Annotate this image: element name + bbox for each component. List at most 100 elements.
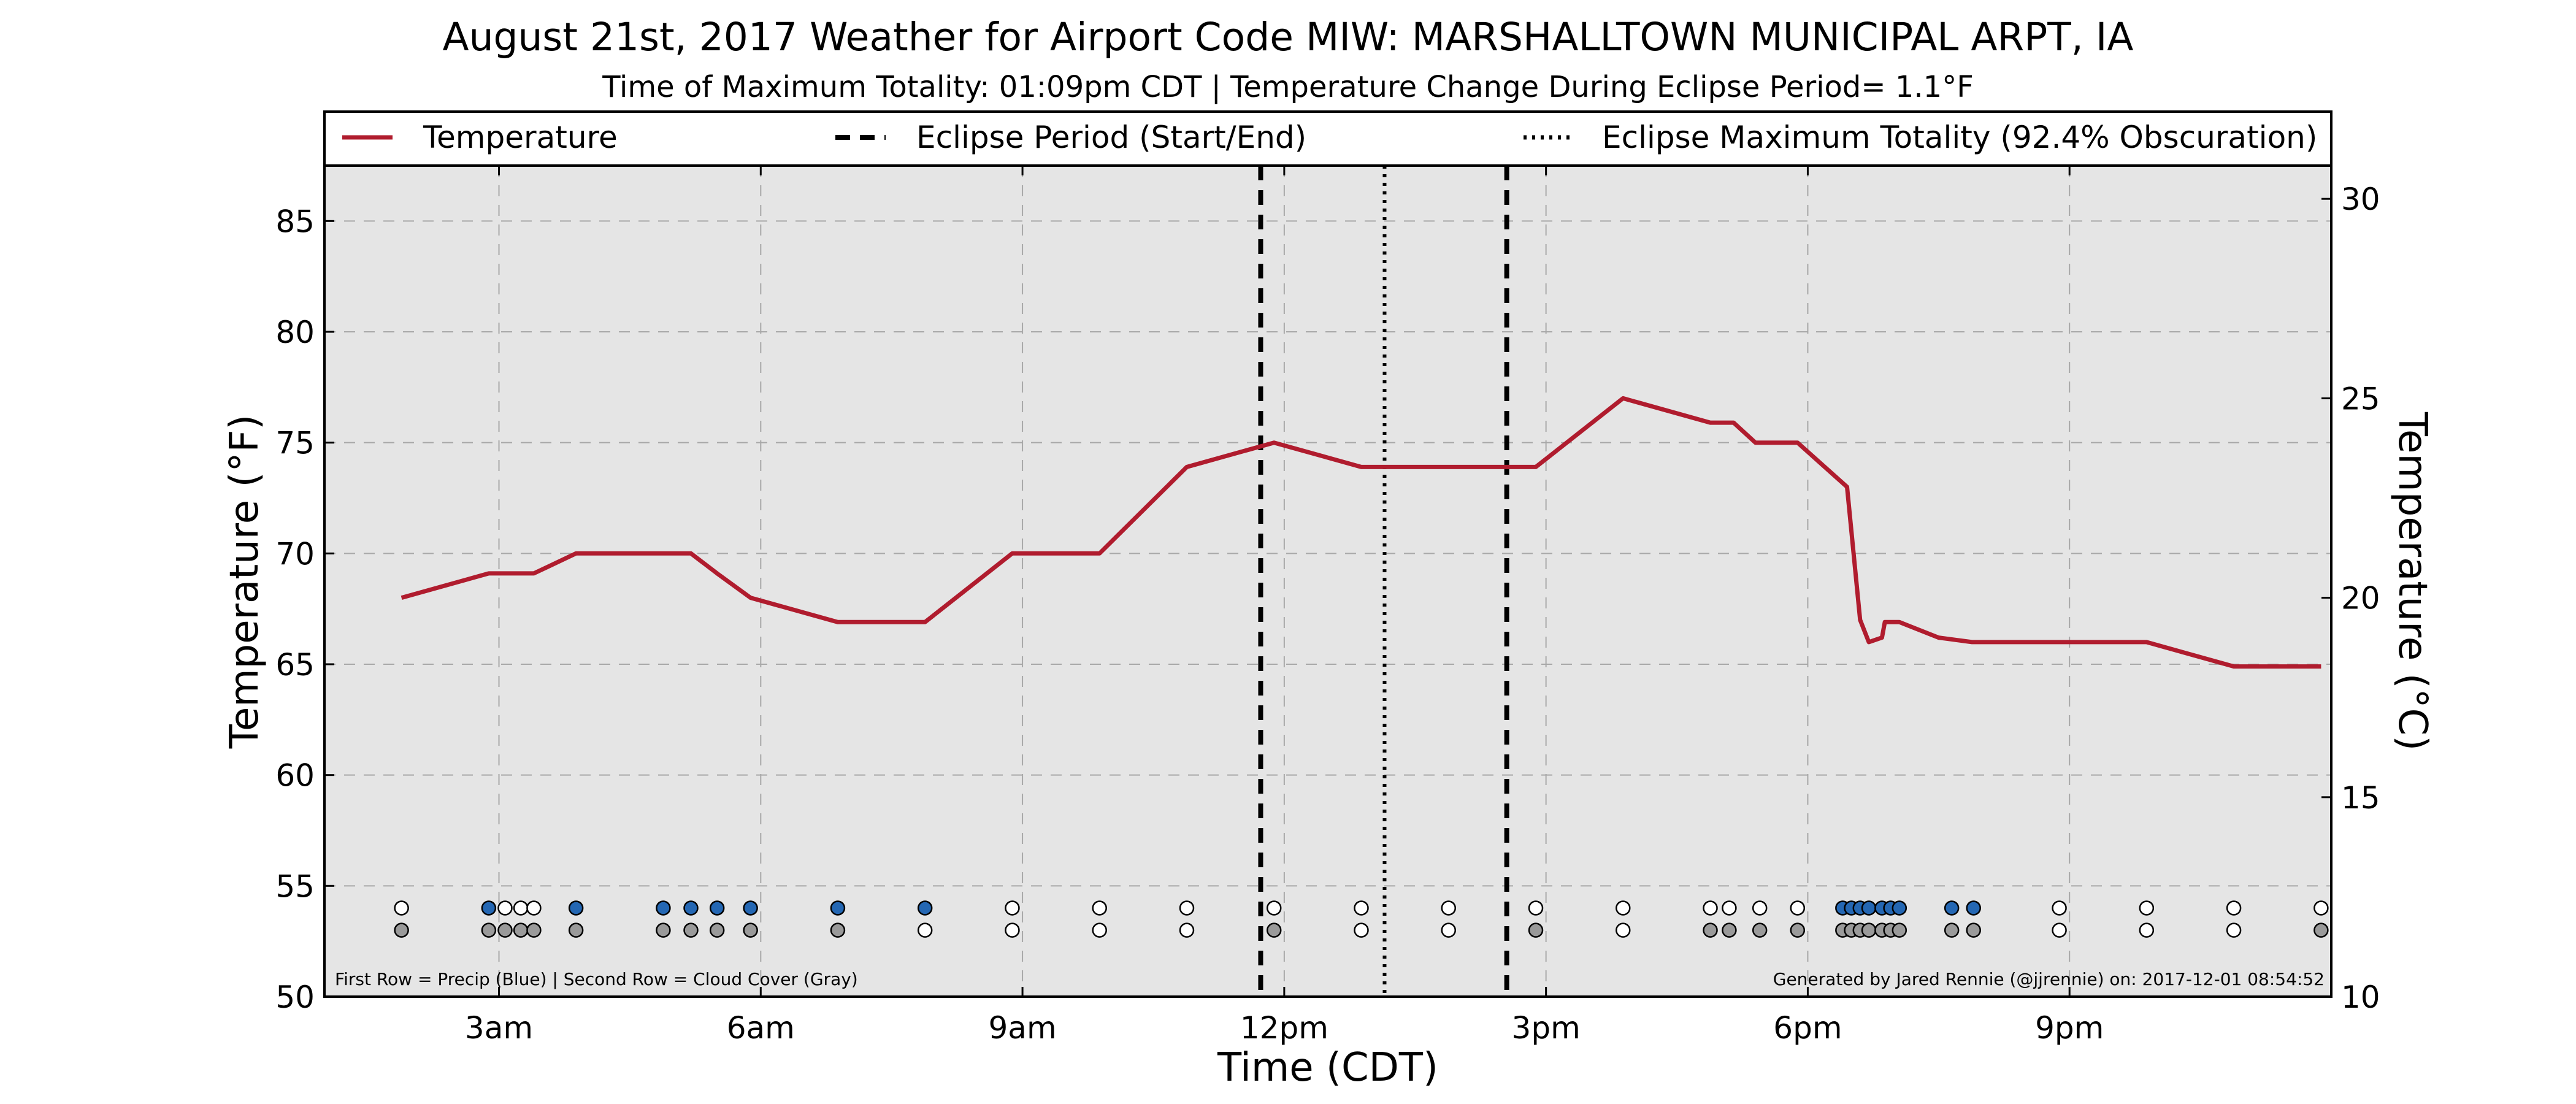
precip-marker	[917, 900, 933, 916]
x-tick-label: 9pm	[2035, 1010, 2104, 1046]
cloud-marker	[513, 922, 529, 938]
cloud-marker	[1528, 922, 1544, 938]
legend-eclipse-max-label: Eclipse Maximum Totality (92.4% Obscurat…	[1602, 120, 2317, 155]
cloud-marker	[709, 922, 725, 938]
x-tick-label: 9am	[989, 1010, 1057, 1046]
y-tick-label: 60	[275, 758, 315, 794]
precip-marker	[1092, 900, 1107, 916]
precip-marker	[1790, 900, 1806, 916]
observation-markers	[394, 900, 2329, 938]
y-tick-label: 75	[275, 426, 315, 461]
precip-marker	[481, 900, 497, 916]
cloud-marker	[394, 922, 409, 938]
cloud-marker	[683, 922, 699, 938]
y-axis-right-label: Temperature (°C)	[2390, 412, 2435, 751]
precip-marker	[743, 900, 758, 916]
precip-marker	[2313, 900, 2329, 916]
precip-marker	[683, 900, 699, 916]
precip-marker	[568, 900, 584, 916]
temperature-line	[401, 396, 2321, 669]
cloud-marker	[656, 922, 671, 938]
cloud-marker	[526, 922, 542, 938]
cloud-marker	[1703, 922, 1718, 938]
x-tick-label: 6pm	[1773, 1010, 1842, 1046]
precip-marker	[656, 900, 671, 916]
cloud-marker	[1179, 922, 1195, 938]
y-right-tick-label: 25	[2341, 381, 2380, 416]
precip-marker	[1892, 900, 1907, 916]
cloud-marker	[568, 922, 584, 938]
cloud-marker	[481, 922, 497, 938]
x-tick-label: 3am	[465, 1010, 533, 1046]
precip-marker	[1966, 900, 1981, 916]
precip-marker	[830, 900, 846, 916]
precip-marker	[1266, 900, 1282, 916]
precip-marker	[513, 900, 529, 916]
precip-marker	[394, 900, 409, 916]
legend-temperature-label: Temperature	[423, 120, 618, 155]
x-tick-label: 12pm	[1240, 1010, 1328, 1046]
chart-subtitle: Time of Maximum Totality: 01:09pm CDT | …	[602, 70, 1974, 104]
x-axis-label: Time (CDT)	[1217, 1045, 1438, 1091]
precip-marker	[1703, 900, 1718, 916]
cloud-marker	[2139, 922, 2155, 938]
legend: Temperature Eclipse Period (Start/End) E…	[323, 110, 2333, 167]
chart-title: August 21st, 2017 Weather for Airport Co…	[442, 15, 2133, 59]
precip-marker	[497, 900, 513, 916]
precip-marker	[1005, 900, 1020, 916]
x-axis-ticks: 3am 6am 9am 12pm 3pm 6pm 9pm	[465, 166, 2104, 1046]
footnote-left: First Row = Precip (Blue) | Second Row =…	[335, 969, 858, 989]
y-right-tick-label: 15	[2341, 780, 2380, 816]
precip-marker	[526, 900, 542, 916]
cloud-marker	[1354, 922, 1369, 938]
y-right-tick-label: 20	[2341, 581, 2380, 616]
y-axis-right-ticks: 10 15 20 25 30	[2321, 182, 2380, 1015]
cloud-marker	[2226, 922, 2242, 938]
x-tick-label: 6am	[727, 1010, 795, 1046]
cloud-marker	[1266, 922, 1282, 938]
cloud-marker	[1944, 922, 1960, 938]
y-tick-label: 65	[275, 647, 315, 683]
cloud-marker	[1005, 922, 1020, 938]
precip-marker	[1861, 900, 1877, 916]
cloud-marker	[1966, 922, 1981, 938]
cloud-marker	[1616, 922, 1631, 938]
temperature-series	[401, 396, 2321, 669]
precip-marker	[2052, 900, 2067, 916]
cloud-marker	[917, 922, 933, 938]
precip-marker	[1752, 900, 1768, 916]
precip-marker	[2226, 900, 2242, 916]
cloud-marker	[743, 922, 758, 938]
precip-marker	[1944, 900, 1960, 916]
cloud-marker	[1752, 922, 1768, 938]
cloud-marker	[830, 922, 846, 938]
plot-area	[323, 164, 2333, 998]
y-tick-label: 50	[275, 979, 315, 1015]
cloud-marker	[497, 922, 513, 938]
x-tick-label: 3pm	[1512, 1010, 1581, 1046]
y-right-tick-label: 10	[2341, 979, 2380, 1015]
precip-marker	[1354, 900, 1369, 916]
y-tick-label: 55	[275, 868, 315, 904]
legend-box	[323, 110, 2333, 167]
y-tick-label: 80	[275, 315, 315, 350]
y-right-tick-label: 30	[2341, 182, 2380, 217]
cloud-marker	[1092, 922, 1107, 938]
cloud-marker	[1892, 922, 1907, 938]
y-axis-left-label: Temperature (°F)	[222, 415, 267, 749]
cloud-marker	[2313, 922, 2329, 938]
cloud-marker	[1861, 922, 1877, 938]
plot-background	[324, 166, 2331, 997]
precip-marker	[2139, 900, 2155, 916]
precip-marker	[1616, 900, 1631, 916]
precip-marker	[1441, 900, 1456, 916]
cloud-marker	[1441, 922, 1456, 938]
y-axis-left-ticks: 50 55 60 65 70 75 80 85	[275, 204, 334, 1015]
precip-marker	[1528, 900, 1544, 916]
y-tick-label: 70	[275, 536, 315, 572]
cloud-marker	[1790, 922, 1806, 938]
y-tick-label: 85	[275, 204, 315, 239]
cloud-marker	[2052, 922, 2067, 938]
legend-eclipse-period-label: Eclipse Period (Start/End)	[916, 120, 1306, 155]
